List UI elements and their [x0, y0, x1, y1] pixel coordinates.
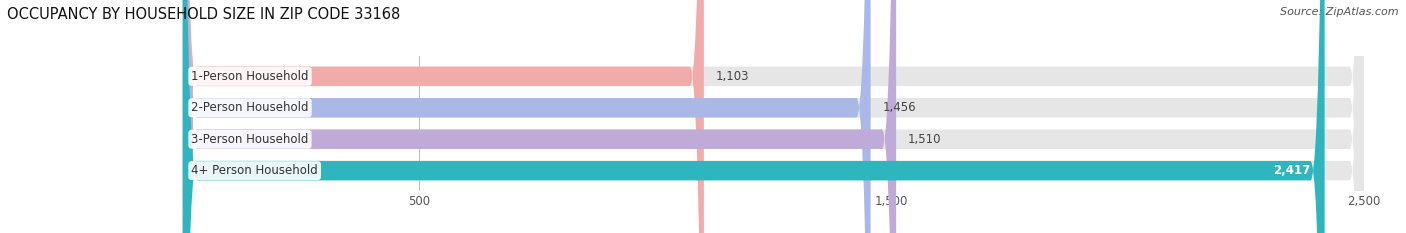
Text: 1,510: 1,510: [908, 133, 942, 146]
FancyBboxPatch shape: [183, 0, 870, 233]
Text: OCCUPANCY BY HOUSEHOLD SIZE IN ZIP CODE 33168: OCCUPANCY BY HOUSEHOLD SIZE IN ZIP CODE …: [7, 7, 401, 22]
FancyBboxPatch shape: [183, 0, 1364, 233]
Text: 2,417: 2,417: [1274, 164, 1310, 177]
Text: 1-Person Household: 1-Person Household: [191, 70, 309, 83]
Text: Source: ZipAtlas.com: Source: ZipAtlas.com: [1281, 7, 1399, 17]
FancyBboxPatch shape: [183, 0, 1364, 233]
FancyBboxPatch shape: [183, 0, 1364, 233]
Text: 4+ Person Household: 4+ Person Household: [191, 164, 318, 177]
Text: 1,456: 1,456: [883, 101, 917, 114]
FancyBboxPatch shape: [183, 0, 896, 233]
FancyBboxPatch shape: [183, 0, 1324, 233]
FancyBboxPatch shape: [183, 0, 704, 233]
Text: 1,103: 1,103: [716, 70, 749, 83]
Text: 2-Person Household: 2-Person Household: [191, 101, 309, 114]
FancyBboxPatch shape: [183, 0, 1364, 233]
Text: 3-Person Household: 3-Person Household: [191, 133, 309, 146]
